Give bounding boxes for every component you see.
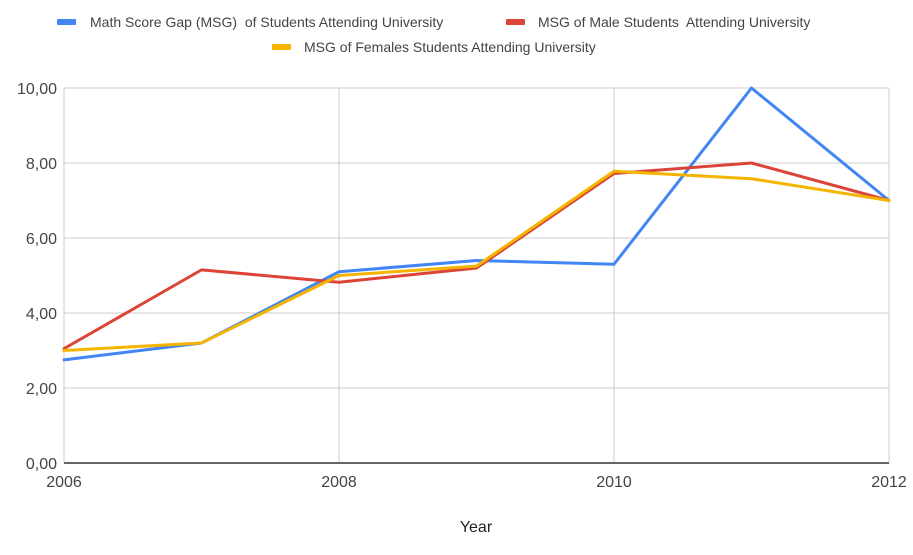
- legend-label: Math Score Gap (MSG) of Students Attendi…: [90, 14, 443, 30]
- y-tick-label: 2,00: [26, 381, 57, 398]
- x-tick-label: 2010: [596, 474, 632, 491]
- series-line-1: [62, 86, 891, 362]
- legend-swatch-red: [506, 19, 525, 25]
- y-tick-label: 8,00: [26, 156, 57, 173]
- grid: [64, 87, 890, 463]
- legend-item-male: MSG of Male Students Attending Universit…: [506, 14, 810, 30]
- legend-label: MSG of Male Students Attending Universit…: [538, 14, 810, 30]
- x-tick-label: 2012: [871, 474, 907, 491]
- legend-swatch-blue: [57, 19, 76, 25]
- x-tick-label: 2006: [46, 474, 82, 491]
- legend-swatch-yellow: [272, 44, 291, 50]
- tick-labels: 0,00 2,00 4,00 6,00 8,00 10,00 2006 2008 2010 201…: [17, 81, 907, 491]
- series-lines: [62, 86, 891, 362]
- y-tick-label: 4,00: [26, 306, 57, 323]
- y-tick-label: 10,00: [17, 81, 57, 98]
- y-tick-label: 6,00: [26, 231, 57, 248]
- legend-item-female: MSG of Females Students Attending Univer…: [272, 39, 596, 55]
- axes: [63, 88, 889, 464]
- y-tick-label: 0,00: [26, 456, 57, 473]
- legend: Math Score Gap (MSG) of Students Attendi…: [57, 14, 810, 55]
- x-tick-label: 2008: [321, 474, 357, 491]
- x-axis-title: Year: [460, 519, 493, 536]
- legend-item-math-score-gap: Math Score Gap (MSG) of Students Attendi…: [57, 14, 443, 30]
- series-line-3: [62, 169, 891, 352]
- legend-label: MSG of Females Students Attending Univer…: [304, 39, 596, 55]
- series-line-2: [62, 161, 891, 351]
